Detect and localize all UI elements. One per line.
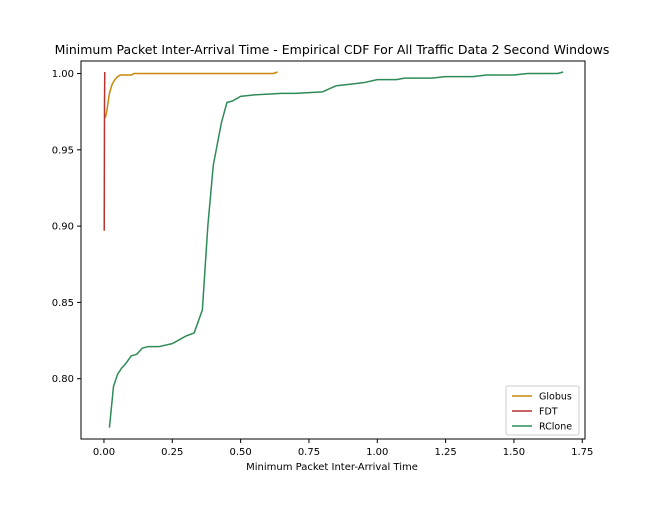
series-line-globus (104, 71, 278, 118)
x-tick-label: 0.00 (93, 447, 115, 458)
x-tick-label: 0.25 (161, 447, 183, 458)
y-tick-label: 1.00 (52, 69, 74, 80)
x-tick-label: 1.75 (571, 447, 593, 458)
axes-layer: 0.00 0.25 0.50 0.75 1.00 1.25 1.50 1.75 0.80 0.85… (52, 69, 594, 458)
y-tick-label: 0.90 (52, 222, 74, 233)
x-tick-label: 1.50 (503, 447, 525, 458)
x-axis-label: Minimum Packet Inter-Arrival Time (246, 462, 418, 473)
legend-label-rclone: RClone (539, 422, 572, 433)
series-line-rclone (108, 71, 564, 428)
y-tick-label: 0.80 (52, 374, 74, 385)
plot-area (81, 61, 585, 439)
x-tick-label: 1.00 (366, 447, 388, 458)
y-tick-label: 0.85 (52, 298, 74, 309)
plot-frame (80, 60, 586, 440)
x-tick-label: 1.25 (434, 447, 456, 458)
series-line-fdt (103, 71, 106, 231)
legend-label-globus: Globus (539, 392, 572, 403)
y-tick-label: 0.95 (52, 145, 74, 156)
chart-title: Minimum Packet Inter-Arrival Time - Empi… (55, 42, 610, 57)
x-tick-label: 0.75 (298, 447, 320, 458)
legend: Globus FDT RClone (505, 385, 580, 436)
legend-label-fdt: FDT (539, 407, 558, 418)
legend-box (505, 385, 580, 436)
x-tick-label: 0.50 (229, 447, 251, 458)
plot-content (103, 71, 564, 428)
